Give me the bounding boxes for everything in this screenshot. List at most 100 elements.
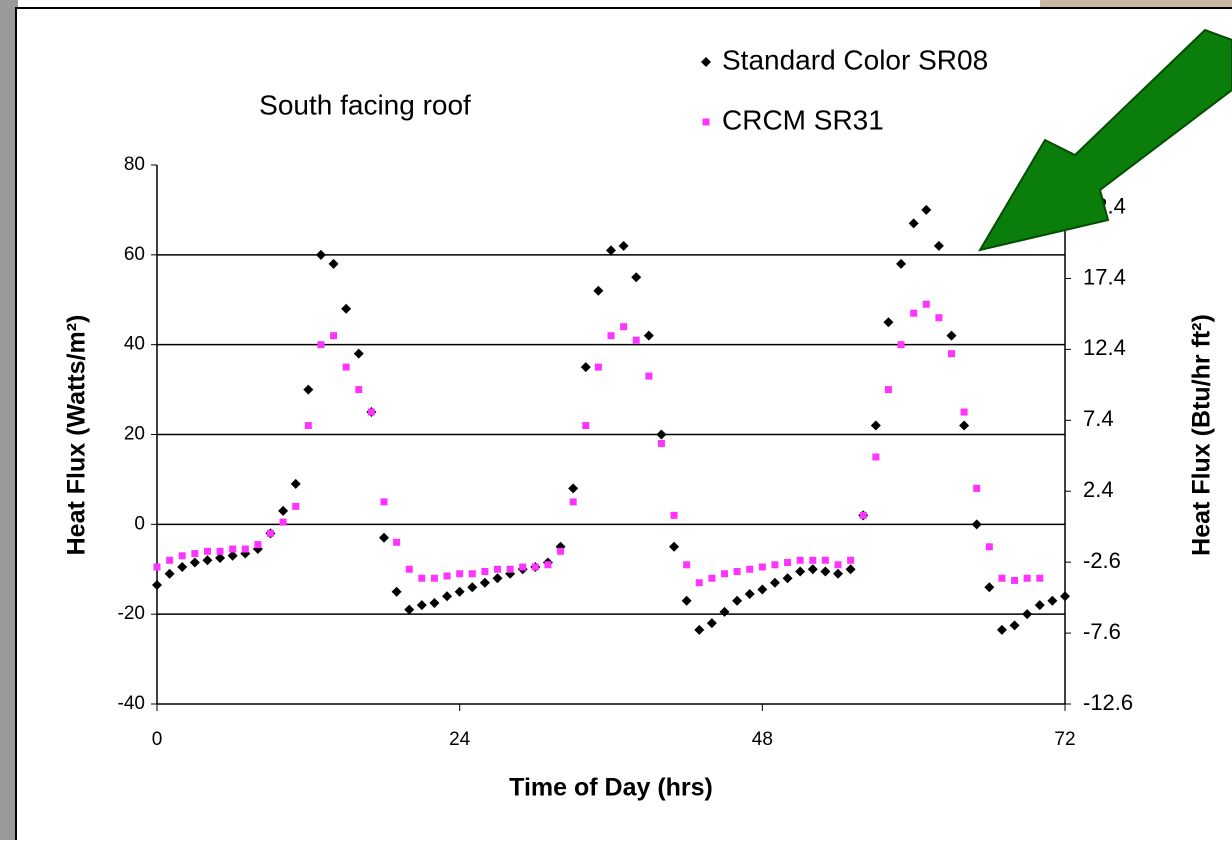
legend-label: CRCM SR31 [722,104,884,135]
point [985,543,993,551]
point [694,624,705,635]
point [241,545,249,553]
point [393,538,401,546]
point [304,422,312,430]
y2-tick-label: -7.6 [1083,619,1121,644]
point [845,564,856,575]
point [267,529,274,537]
point [670,511,678,519]
point [164,568,175,579]
x-axis-label: Time of Day (hrs) [509,774,713,802]
point [657,439,665,447]
point [569,498,577,506]
point [303,384,314,395]
point [494,565,501,573]
y-tick-label: 80 [124,154,145,175]
point [1047,595,1058,606]
point [859,511,867,519]
point [481,567,489,575]
point [795,566,806,577]
point [1034,600,1045,611]
point [884,386,892,394]
y-tick-label: 20 [124,424,145,445]
point [429,597,440,608]
point [519,563,527,571]
point [669,541,680,552]
point [290,478,301,489]
point [506,565,514,573]
point [227,550,238,561]
point [933,240,944,251]
y2-tick-label: 2.4 [1083,477,1114,502]
point [656,429,667,440]
point [430,574,438,582]
point [784,559,792,567]
point [353,348,364,359]
point [330,332,338,340]
x-tick-label: 48 [752,729,773,750]
point [341,303,352,314]
point [1023,574,1031,582]
point [632,336,640,344]
point [719,606,730,617]
point [229,545,237,553]
point [215,553,226,564]
x-tick-label: 72 [1054,729,1075,750]
point [177,562,188,573]
point [910,309,918,317]
point [758,563,766,571]
point [935,314,943,322]
annotation: South facing roof [259,89,471,120]
point [834,561,842,569]
point [380,498,388,506]
point [771,561,779,569]
point [418,574,426,582]
y-axis-label: Heat Flux (Watts/m²) [63,315,91,556]
point [328,258,339,269]
point [732,595,743,606]
point [796,556,804,564]
point [379,532,389,543]
point [757,584,768,595]
point [984,582,995,593]
point [1036,574,1044,582]
point [442,591,453,602]
point [883,317,894,328]
point [618,240,629,251]
point [821,556,829,564]
arrow [977,28,1232,252]
point [479,577,490,588]
point [189,557,200,568]
point [178,552,186,560]
point [896,258,907,269]
point [921,204,932,215]
point [960,408,968,416]
legend-marker [701,57,711,67]
point [645,372,653,380]
point [971,519,982,530]
point [681,595,692,606]
point [456,570,464,578]
point [317,341,325,349]
point [279,518,287,526]
y-tick-label: 40 [124,334,145,355]
point [744,588,755,599]
point [643,330,654,341]
point [191,550,199,558]
point [872,453,880,461]
point [721,570,728,578]
point [594,363,602,371]
point [620,323,628,331]
point [1011,576,1019,584]
point [557,547,565,555]
point [404,604,415,615]
point [391,586,402,597]
point [1060,591,1070,602]
y2-tick-label: 7.4 [1083,406,1114,431]
point [153,563,161,571]
point [922,300,930,308]
point [695,579,703,587]
point [607,332,615,340]
point [959,420,970,431]
point [706,618,717,629]
